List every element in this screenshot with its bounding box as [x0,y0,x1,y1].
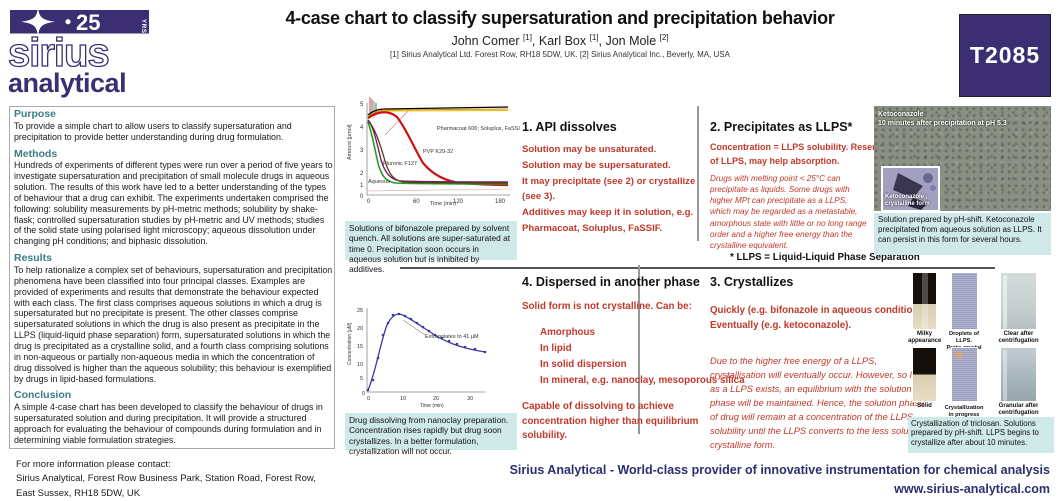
svg-text:25: 25 [357,308,363,314]
svg-text:Amount [µmol]: Amount [µmol] [347,124,353,160]
svg-text:Concentration [µM]: Concentration [µM] [347,322,353,365]
svg-text:Pluronic F127: Pluronic F127 [383,161,417,167]
svg-text:20: 20 [433,396,439,402]
svg-text:0: 0 [360,194,364,200]
svg-text:60: 60 [413,199,420,205]
svg-text:Extrapolates to 41 µM: Extrapolates to 41 µM [425,334,479,340]
svg-text:3: 3 [360,148,364,154]
svg-text:2: 2 [360,171,364,177]
svg-text:30: 30 [467,396,473,402]
svg-text:180: 180 [495,199,506,205]
svg-text:5: 5 [360,102,364,108]
svg-text:5: 5 [360,376,363,382]
svg-text:PVP K29-32: PVP K29-32 [423,149,453,155]
svg-text:1: 1 [360,183,364,189]
svg-text:Time (min): Time (min) [430,201,456,207]
svg-text:20: 20 [357,326,363,332]
svg-text:15: 15 [357,344,363,350]
svg-text:Pharmacoat 606; Soluplus, FaSS: Pharmacoat 606; Soluplus, FaSSIF [437,126,520,132]
svg-text:10: 10 [357,362,363,368]
svg-text:0: 0 [367,199,371,205]
svg-text:Time (min): Time (min) [420,403,444,409]
svg-text:0: 0 [362,391,365,397]
svg-text:YRS: YRS [140,19,147,33]
svg-text:0: 0 [367,396,370,402]
svg-text:4: 4 [360,125,364,131]
svg-text:10: 10 [400,396,406,402]
svg-text:analytical: analytical [8,68,126,98]
svg-text:Aqueous: Aqueous [368,179,390,185]
